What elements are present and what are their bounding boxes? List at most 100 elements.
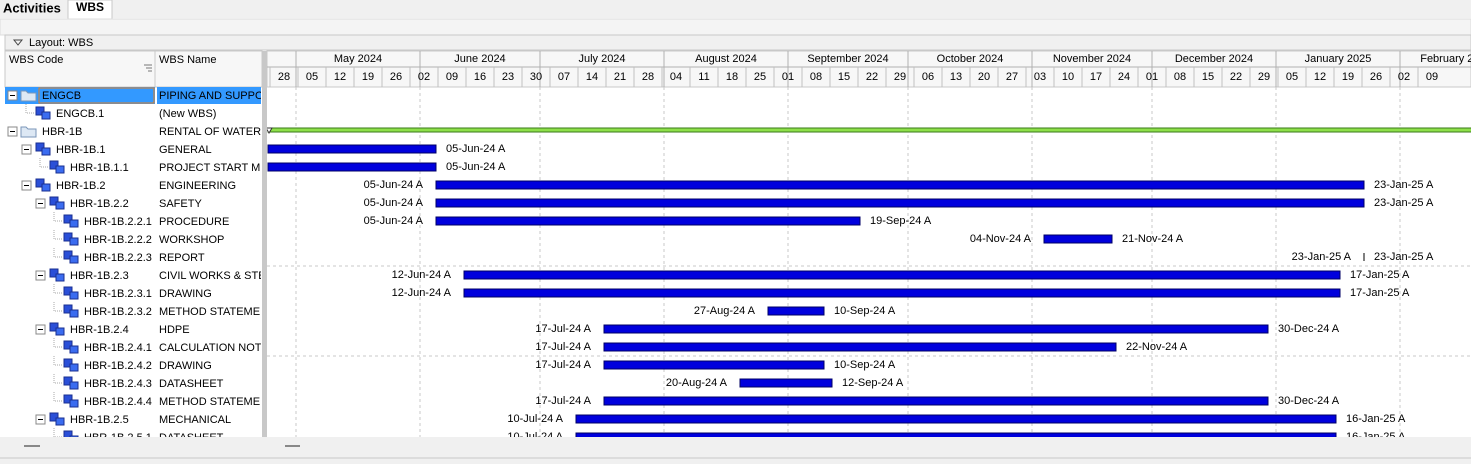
wbs-code: HBR-1B.1.1 [70, 162, 129, 174]
gantt-bar [603, 360, 825, 370]
wbs-name: CIVIL WORKS & STE [159, 270, 266, 282]
week-label: 19 [362, 71, 374, 83]
finish-label: 16-Jan-25 A [1346, 413, 1406, 425]
wbs-icon [35, 142, 45, 152]
tab[interactable]: Activities [3, 0, 61, 15]
layout-arrow[interactable] [12, 39, 24, 46]
wbs-name: WORKSHOP [159, 234, 224, 246]
selected-row [157, 87, 261, 104]
gantt-bar [603, 324, 1269, 334]
week-label: 29 [1258, 71, 1270, 83]
wbs-icon [49, 160, 59, 170]
week-label: 01 [1146, 71, 1158, 83]
wbs-icon [55, 273, 65, 282]
start-label: 05-Jun-24 A [364, 197, 424, 209]
finish-label: 17-Jan-25 A [1350, 287, 1410, 299]
week-label: 12 [1314, 71, 1326, 83]
layout-label[interactable]: Layout: WBS [29, 37, 93, 49]
wbs-icon [69, 345, 79, 354]
wbs-icon [63, 430, 73, 437]
week-label: 27 [1006, 71, 1018, 83]
column-header[interactable]: WBS Name [159, 54, 216, 66]
week-label: 25 [754, 71, 766, 83]
wbs-icon [69, 363, 79, 372]
week-label: 15 [1202, 71, 1214, 83]
wbs-name: PROCEDURE [159, 216, 229, 228]
wbs-name: RENTAL OF WATER [159, 126, 261, 138]
month-label: September 2024 [807, 53, 888, 65]
wbs-name: PROJECT START MI [159, 162, 263, 174]
wbs-code: HBR-1B.1 [56, 144, 106, 156]
wbs-code: ENGCB.1 [56, 108, 104, 120]
wbs-code: HBR-1B.2.4.4 [84, 396, 152, 408]
wbs-code: HBR-1B.2.2.1 [84, 216, 152, 228]
tab[interactable]: WBS [76, 0, 104, 14]
finish-label: 30-Dec-24 A [1278, 323, 1340, 335]
wbs-icon [63, 286, 73, 296]
month-label: August 2024 [695, 53, 757, 65]
wbs-icon [35, 178, 45, 188]
start-label: 20-Aug-24 A [666, 377, 728, 389]
wbs-icon [49, 322, 59, 332]
wbs-icon [41, 147, 51, 156]
wbs-code: HBR-1B.2.3.2 [84, 306, 152, 318]
wbs-icon [63, 214, 73, 224]
wbs-name: GENERAL [159, 144, 212, 156]
wbs-icon [69, 435, 79, 437]
week-label: 02 [418, 71, 430, 83]
gantt-bar [435, 198, 1365, 208]
wbs-code: HBR-1B.2.2 [70, 198, 129, 210]
gantt-bar [575, 414, 1337, 424]
wbs-icon [63, 340, 73, 350]
finish-label: 23-Jan-25 A [1374, 251, 1434, 263]
week-label: 05 [306, 71, 318, 83]
start-label: 17-Jul-24 A [535, 323, 591, 335]
week-label: 09 [446, 71, 458, 83]
wbs-icon [55, 165, 65, 174]
tree-line [53, 284, 63, 294]
wbs-code: HBR-1B.2.4.2 [84, 360, 152, 372]
wbs-icon [55, 201, 65, 210]
week-label: 21 [614, 71, 626, 83]
sort-icon[interactable] [144, 64, 152, 72]
selected-row [5, 87, 155, 104]
month-label: November 2024 [1053, 53, 1131, 65]
column-header[interactable]: WBS Code [9, 54, 63, 66]
finish-label: 22-Nov-24 A [1126, 341, 1188, 353]
layout-bar[interactable] [4, 34, 1471, 51]
start-label: 27-Aug-24 A [694, 305, 756, 317]
wbs-code: HBR-1B.2.4.1 [84, 342, 152, 354]
wbs-name: PIPING AND SUPPO [159, 90, 264, 102]
gantt-bar [463, 270, 1341, 280]
wbs-icon [63, 304, 73, 314]
wbs-name: METHOD STATEME [159, 306, 260, 318]
gantt-bar [435, 180, 1365, 190]
finish-label: 05-Jun-24 A [446, 143, 506, 155]
wbs-name: (New WBS) [159, 108, 216, 120]
tree-line [53, 374, 63, 384]
week-label: 28 [278, 71, 290, 83]
week-label: 18 [726, 71, 738, 83]
week-label: 26 [1370, 71, 1382, 83]
week-label: 19 [1342, 71, 1354, 83]
tree-line [25, 104, 35, 114]
wbs-icon [63, 250, 73, 260]
week-label: 09 [1426, 71, 1438, 83]
wbs-icon [49, 268, 59, 278]
code-column: ENGCB ENGCB.1 HBR-1B HBR-1B.1 HBR-1B.1.1 HBR-… [5, 87, 155, 437]
tree-line [53, 302, 63, 312]
wbs-name: SAFETY [159, 198, 202, 210]
splitter[interactable] [262, 51, 267, 458]
finish-label: 19-Sep-24 A [870, 215, 932, 227]
wbs-icon [35, 106, 45, 116]
week-label: 24 [1118, 71, 1130, 83]
start-label: 12-Jun-24 A [392, 269, 452, 281]
tree-line [53, 428, 63, 437]
week-label: 07 [558, 71, 570, 83]
tree-line [53, 248, 63, 258]
wbs-code: HBR-1B.2.5 [70, 414, 129, 426]
week-label: 04 [670, 71, 682, 83]
week-label: 17 [1090, 71, 1102, 83]
